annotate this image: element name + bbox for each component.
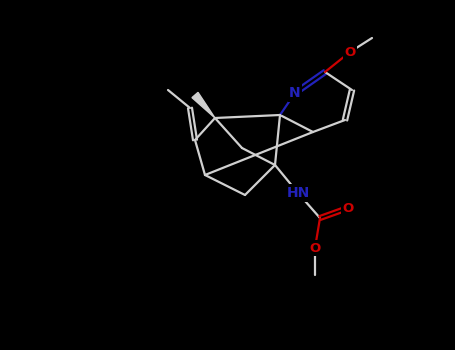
Text: O: O: [309, 241, 321, 254]
Text: N: N: [289, 86, 301, 100]
Text: O: O: [342, 202, 354, 215]
Text: O: O: [344, 46, 356, 58]
Text: HN: HN: [286, 186, 309, 200]
Polygon shape: [192, 92, 215, 118]
